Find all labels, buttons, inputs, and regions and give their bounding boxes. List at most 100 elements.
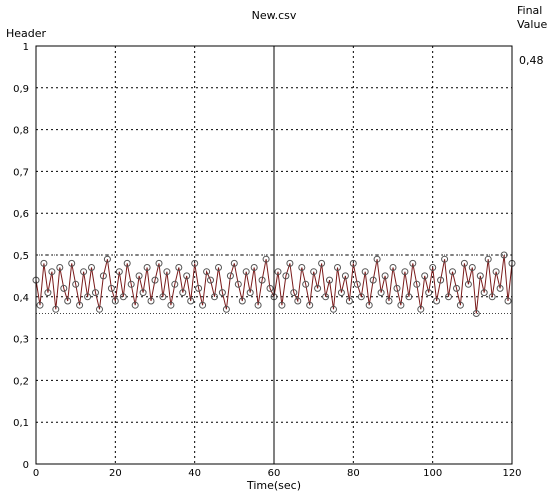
data-point: [330, 305, 337, 313]
data-point: [433, 297, 441, 305]
data-point: [242, 268, 250, 276]
data-point: [76, 301, 84, 309]
data-point: [472, 310, 480, 317]
data-point: [373, 255, 381, 263]
data-point: [298, 264, 306, 271]
data-point: [337, 289, 345, 297]
data-point: [226, 272, 234, 280]
data-point: [492, 268, 500, 276]
y-tick-label: 0,5: [13, 251, 29, 262]
data-point: [326, 276, 333, 284]
data-point: [203, 268, 211, 276]
data-point: [56, 264, 64, 271]
x-tick-label: 0: [33, 468, 39, 479]
data-point: [195, 284, 203, 292]
final-value: 0,48: [519, 54, 544, 67]
data-point: [504, 297, 512, 305]
data-point: [500, 251, 508, 259]
x-axis-ticks: 0 20 40 60 80 100 120: [33, 468, 522, 479]
data-point: [262, 255, 270, 263]
data-point: [314, 284, 322, 292]
data-point: [345, 297, 353, 305]
y-tick-label: 0,9: [13, 84, 29, 95]
y-tick-label: 0,3: [13, 335, 29, 346]
data-point: [92, 289, 99, 297]
data-point: [84, 293, 92, 301]
data-point: [44, 289, 52, 297]
x-tick-label: 80: [347, 468, 360, 479]
data-point: [155, 259, 163, 267]
final-label-line2: Value: [517, 18, 547, 31]
data-point: [222, 305, 230, 313]
data-point: [365, 301, 373, 309]
data-point: [135, 272, 143, 280]
data-point: [437, 276, 445, 284]
data-point: [456, 301, 464, 309]
data-point: [488, 293, 496, 301]
data-point: [80, 268, 88, 276]
y-tick-label: 0,6: [13, 209, 29, 220]
data-point: [453, 284, 460, 292]
y-tick-label: 0,2: [13, 376, 29, 387]
data-point: [417, 305, 425, 313]
data-point: [369, 276, 377, 284]
y-tick-label: 1: [23, 42, 29, 53]
data-point: [187, 297, 195, 305]
data-point: [191, 259, 199, 267]
data-point: [468, 264, 476, 271]
data-point: [385, 297, 393, 305]
data-point: [103, 255, 111, 263]
data-point: [218, 289, 226, 297]
data-point: [52, 305, 60, 313]
data-point: [179, 289, 187, 297]
data-point: [207, 276, 214, 284]
data-point: [445, 293, 452, 301]
data-point: [159, 293, 167, 301]
data-point: [429, 264, 437, 271]
data-point: [48, 268, 56, 276]
data-point: [484, 255, 492, 263]
data-point: [36, 301, 44, 309]
data-point: [123, 259, 131, 267]
data-point: [409, 259, 417, 267]
data-point: [377, 289, 385, 297]
data-point: [294, 297, 302, 305]
data-point: [405, 293, 413, 301]
data-point: [111, 297, 119, 305]
data-point: [397, 301, 405, 309]
data-point: [171, 280, 179, 288]
x-tick-label: 120: [502, 468, 521, 479]
data-point: [353, 280, 361, 288]
x-tick-label: 20: [109, 468, 122, 479]
data-point: [131, 301, 139, 309]
data-point: [250, 264, 258, 271]
x-tick-label: 100: [423, 468, 442, 479]
data-point: [215, 264, 222, 271]
data-point: [246, 289, 254, 297]
data-point: [147, 297, 155, 305]
data-point: [361, 268, 369, 276]
data-point: [254, 301, 262, 309]
data-point: [143, 264, 151, 271]
data-point: [413, 280, 421, 288]
data-point: [389, 264, 397, 271]
x-axis-label: Time(sec): [246, 479, 301, 492]
y-axis-label: Header: [6, 27, 47, 40]
data-point: [266, 284, 274, 292]
data-point: [290, 289, 298, 297]
data-point: [421, 272, 429, 280]
data-point: [175, 264, 183, 271]
data-point: [286, 259, 294, 267]
data-point: [496, 284, 504, 292]
data-point: [139, 289, 147, 297]
data-point: [115, 268, 123, 276]
data-point: [99, 272, 107, 280]
data-point: [480, 289, 488, 297]
y-axis-ticks: 0 0,1 0,2 0,3 0,4 0,5 0,6 0,7 0,8 0,9 1: [13, 42, 29, 471]
data-point: [72, 280, 80, 288]
data-point: [167, 301, 175, 309]
data-point: [349, 259, 357, 267]
final-label-line1: Final: [517, 4, 542, 17]
data-point: [211, 293, 218, 301]
data-point: [441, 255, 449, 263]
